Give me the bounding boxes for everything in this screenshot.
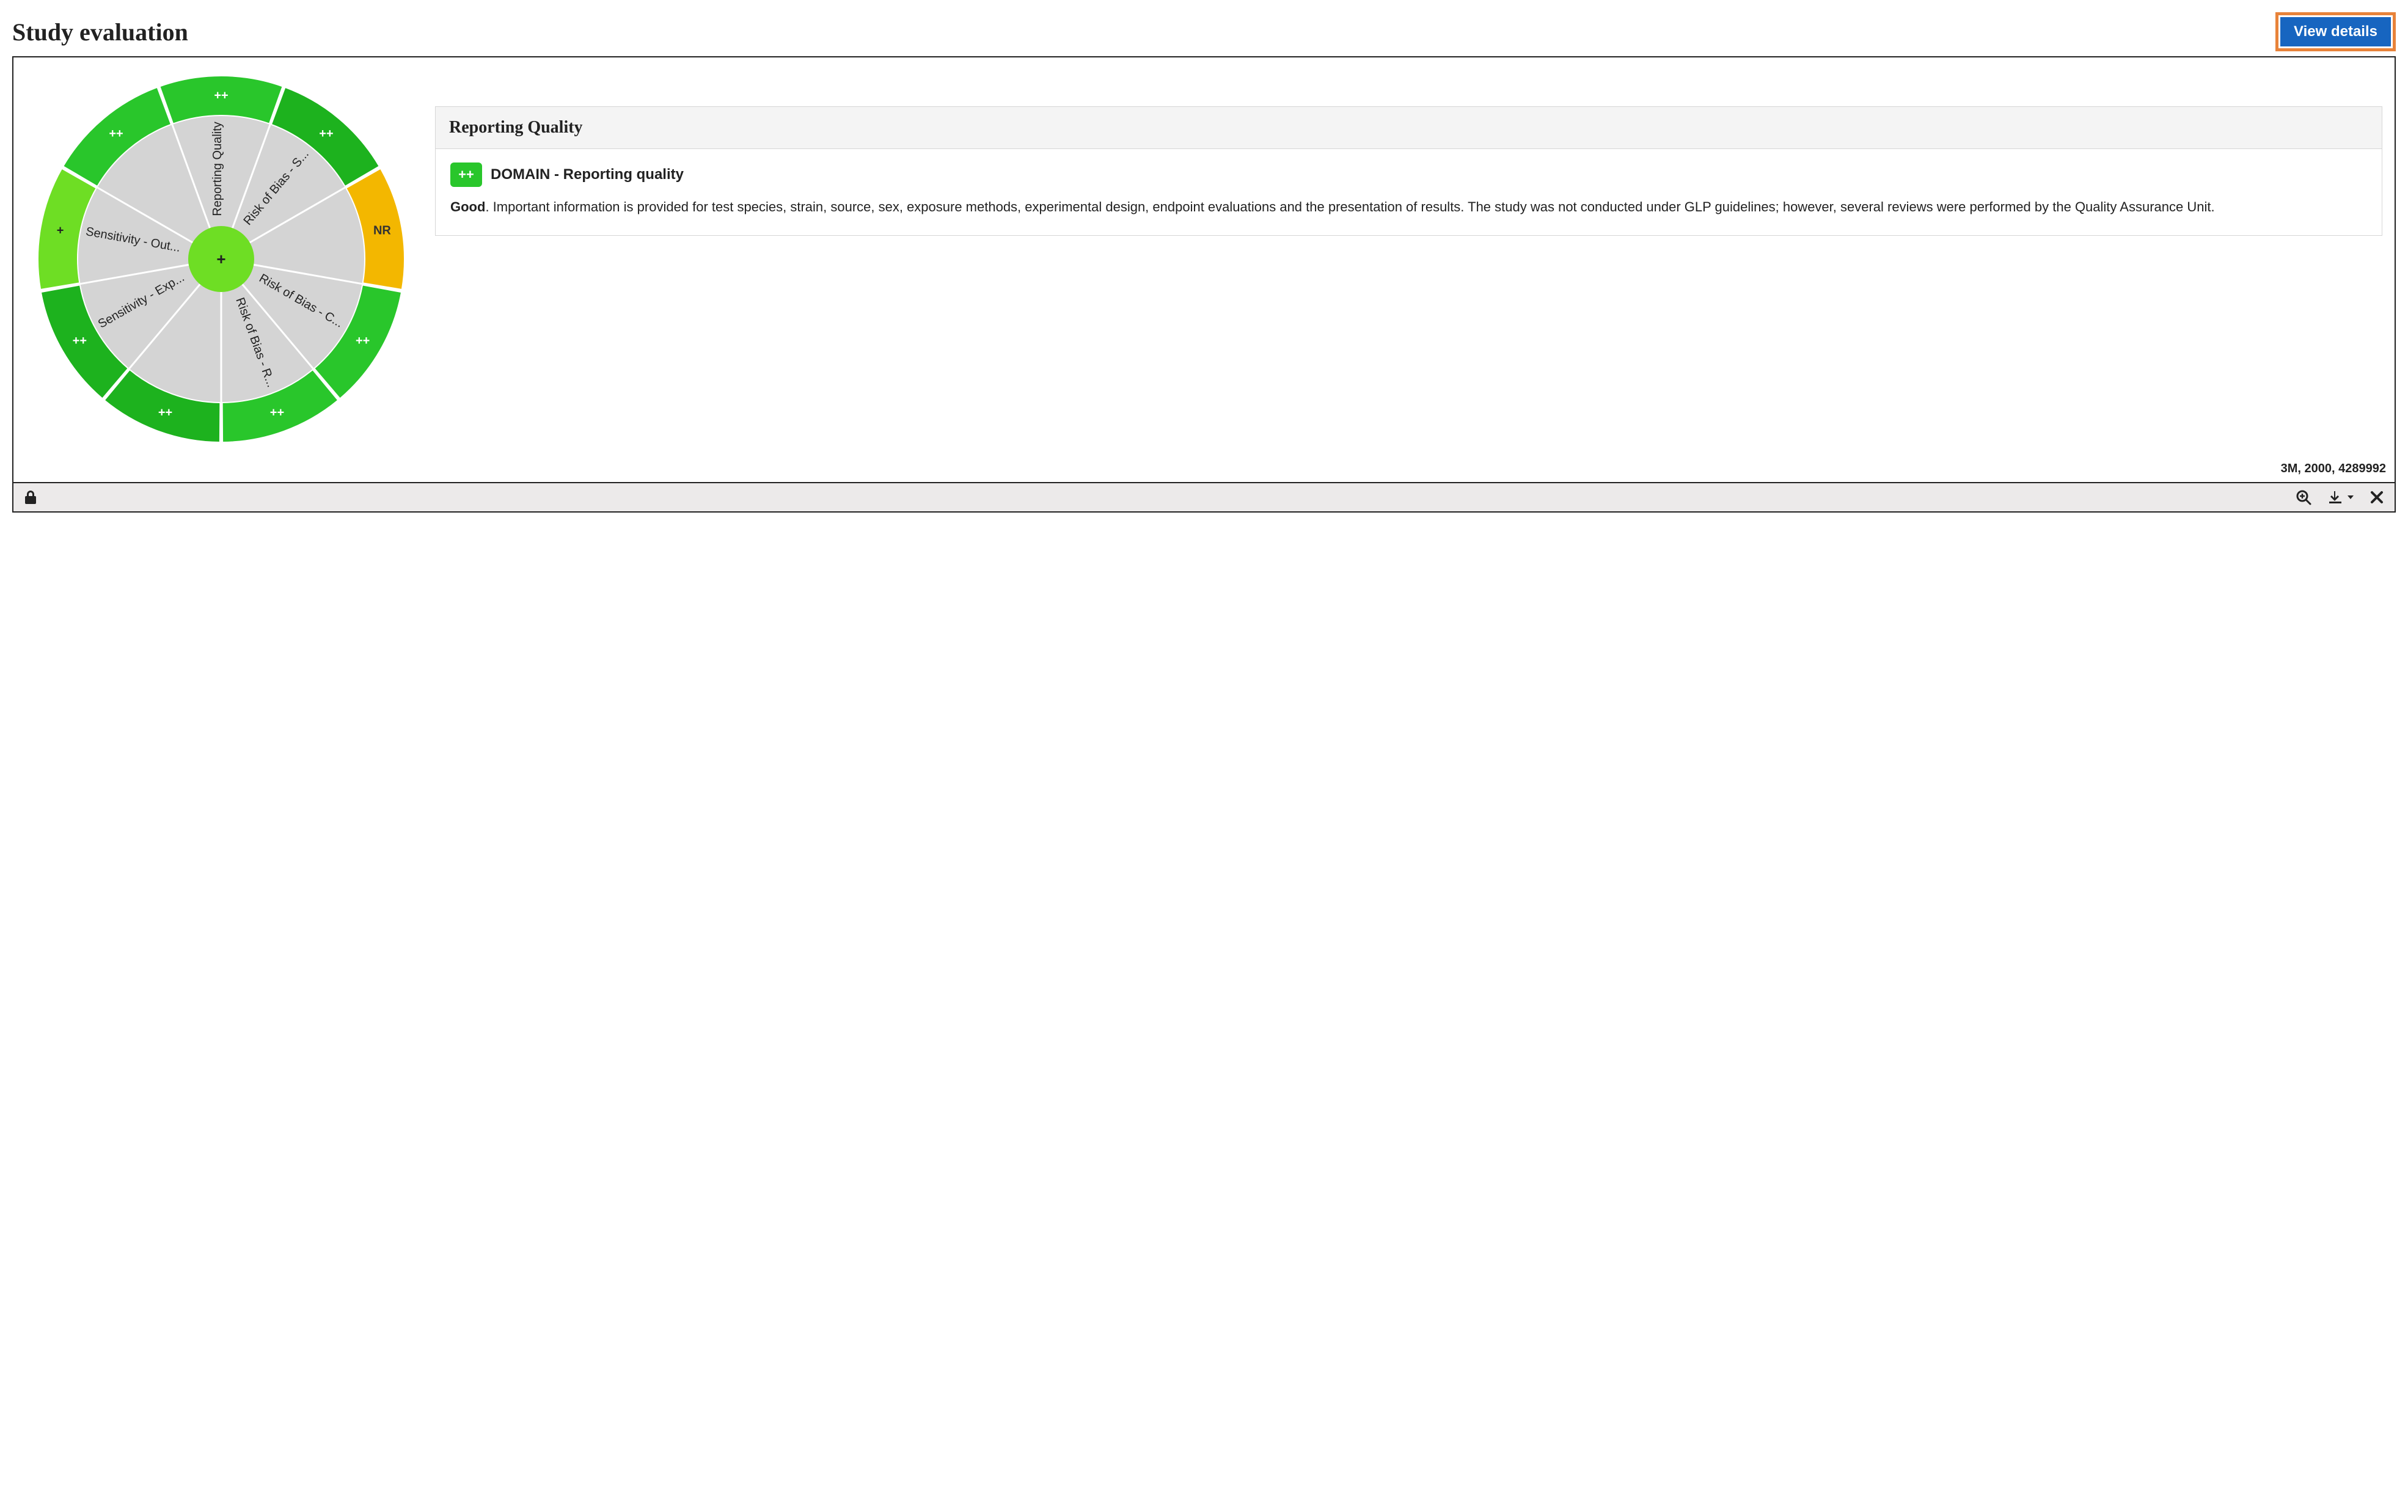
donut-slice-label: Reporting Quality bbox=[211, 122, 224, 216]
donut-ring-symbol: ++ bbox=[158, 406, 172, 419]
detail-card-title: Reporting Quality bbox=[436, 107, 2382, 149]
citation: 3M, 2000, 4289992 bbox=[13, 458, 2395, 482]
donut-ring-symbol: ++ bbox=[270, 406, 284, 419]
donut-ring-symbol: + bbox=[57, 224, 64, 238]
domain-row: ++ DOMAIN - Reporting quality bbox=[450, 163, 2367, 187]
donut-ring-symbol: ++ bbox=[73, 334, 87, 348]
rating-description-rest: . Important information is provided for … bbox=[485, 199, 2214, 214]
study-evaluation-donut-chart[interactable]: ++++NR+++++++++++Reporting QualityRisk o… bbox=[26, 64, 417, 455]
detail-card: Reporting Quality ++ DOMAIN - Reporting … bbox=[435, 106, 2382, 236]
download-dropdown[interactable] bbox=[2327, 490, 2354, 505]
close-icon[interactable] bbox=[2370, 491, 2384, 504]
panel-body: ++++NR+++++++++++Reporting QualityRisk o… bbox=[13, 57, 2395, 458]
view-details-highlight: View details bbox=[2275, 12, 2396, 51]
evaluation-panel: ++++NR+++++++++++Reporting QualityRisk o… bbox=[12, 56, 2396, 513]
toolbar-left bbox=[24, 490, 37, 505]
donut-ring-symbol: ++ bbox=[214, 89, 228, 103]
rating-word: Good bbox=[450, 199, 485, 214]
chart-column: ++++NR+++++++++++Reporting QualityRisk o… bbox=[20, 64, 423, 455]
donut-ring-symbol: ++ bbox=[319, 127, 333, 141]
lock-icon[interactable] bbox=[24, 490, 37, 505]
caret-down-icon bbox=[2347, 494, 2354, 501]
header-row: Study evaluation View details bbox=[12, 12, 2396, 51]
panel-toolbar bbox=[13, 482, 2395, 511]
zoom-in-icon[interactable] bbox=[2296, 489, 2311, 505]
donut-center-symbol: + bbox=[216, 250, 225, 268]
donut-ring-symbol: ++ bbox=[356, 334, 370, 348]
detail-column: Reporting Quality ++ DOMAIN - Reporting … bbox=[435, 64, 2382, 236]
domain-label: DOMAIN - Reporting quality bbox=[491, 166, 684, 183]
donut-ring-symbol: NR bbox=[373, 224, 391, 238]
view-details-button[interactable]: View details bbox=[2280, 17, 2391, 46]
rating-badge: ++ bbox=[450, 163, 482, 187]
page-title: Study evaluation bbox=[12, 18, 188, 46]
toolbar-right bbox=[2296, 489, 2384, 505]
download-icon bbox=[2327, 490, 2343, 505]
donut-ring-symbol: ++ bbox=[109, 127, 123, 141]
detail-card-body: ++ DOMAIN - Reporting quality Good. Impo… bbox=[436, 149, 2382, 235]
domain-description: Good. Important information is provided … bbox=[450, 195, 2367, 218]
